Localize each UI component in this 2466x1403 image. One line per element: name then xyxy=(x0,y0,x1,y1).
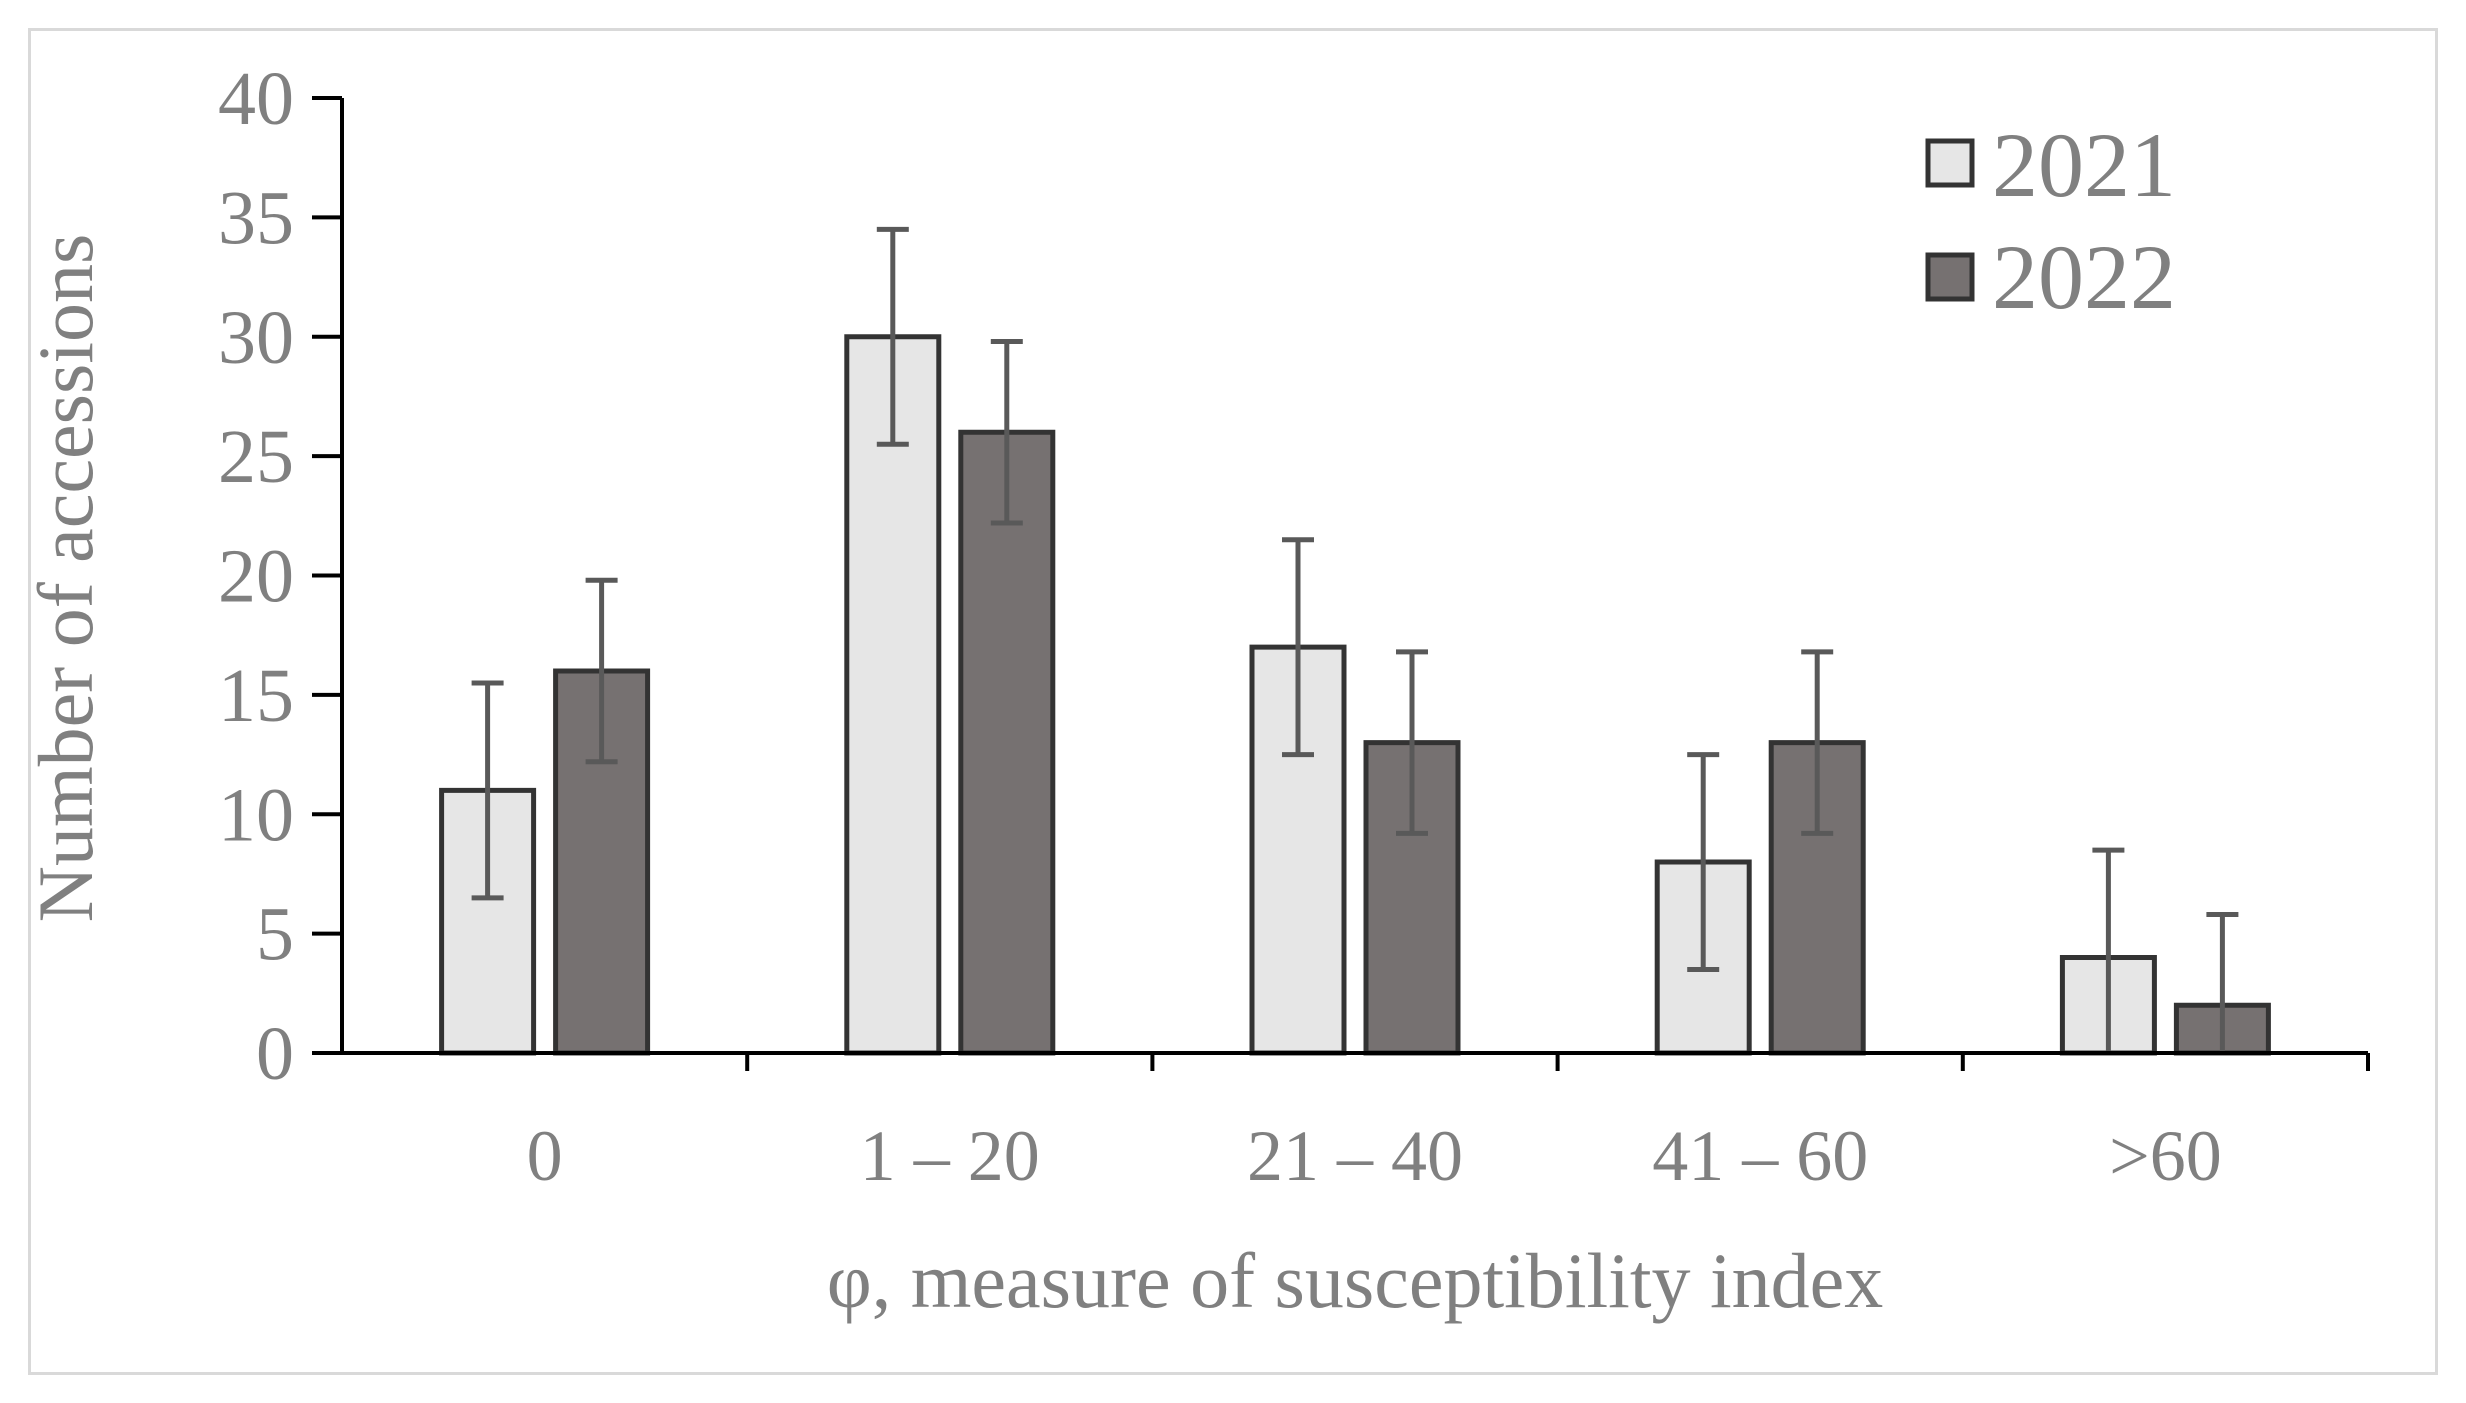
y-axis-ticks: 0 5 10 15 20 25 30 35 40 xyxy=(218,57,342,1096)
legend-swatch-2022 xyxy=(1925,252,1975,302)
error-bars xyxy=(471,226,2239,1053)
legend: 2021 2022 xyxy=(1925,114,2176,328)
legend-label-2021: 2021 xyxy=(1992,114,2176,216)
y-tick-label: 30 xyxy=(218,296,294,380)
legend-swatch-2021 xyxy=(1925,138,1975,188)
legend-label-2022: 2022 xyxy=(1992,226,2176,328)
bars xyxy=(439,334,2271,1056)
x-category-label: 1 – 20 xyxy=(860,1116,1040,1196)
axes xyxy=(340,98,2370,1071)
y-tick-label: 5 xyxy=(256,893,294,977)
y-tick-label: 20 xyxy=(218,535,294,619)
y-tick-label: 40 xyxy=(218,57,294,141)
x-category-label: 0 xyxy=(527,1116,563,1196)
x-category-label: 41 – 60 xyxy=(1652,1116,1868,1196)
y-tick-label: 35 xyxy=(218,176,294,260)
y-axis-title: Number of accessions xyxy=(22,234,109,923)
y-tick-label: 10 xyxy=(218,773,294,857)
y-tick-label: 25 xyxy=(218,415,294,499)
x-category-label: 21 – 40 xyxy=(1247,1116,1463,1196)
y-tick-label: 0 xyxy=(256,1012,294,1096)
x-category-label: >60 xyxy=(2109,1116,2222,1196)
y-tick-label: 15 xyxy=(218,654,294,738)
x-axis-labels: 0 1 – 20 21 – 40 41 – 60 >60 xyxy=(527,1116,2222,1196)
x-axis-title: φ, measure of susceptibility index xyxy=(827,1237,1884,1324)
chart-frame xyxy=(28,28,2438,1375)
